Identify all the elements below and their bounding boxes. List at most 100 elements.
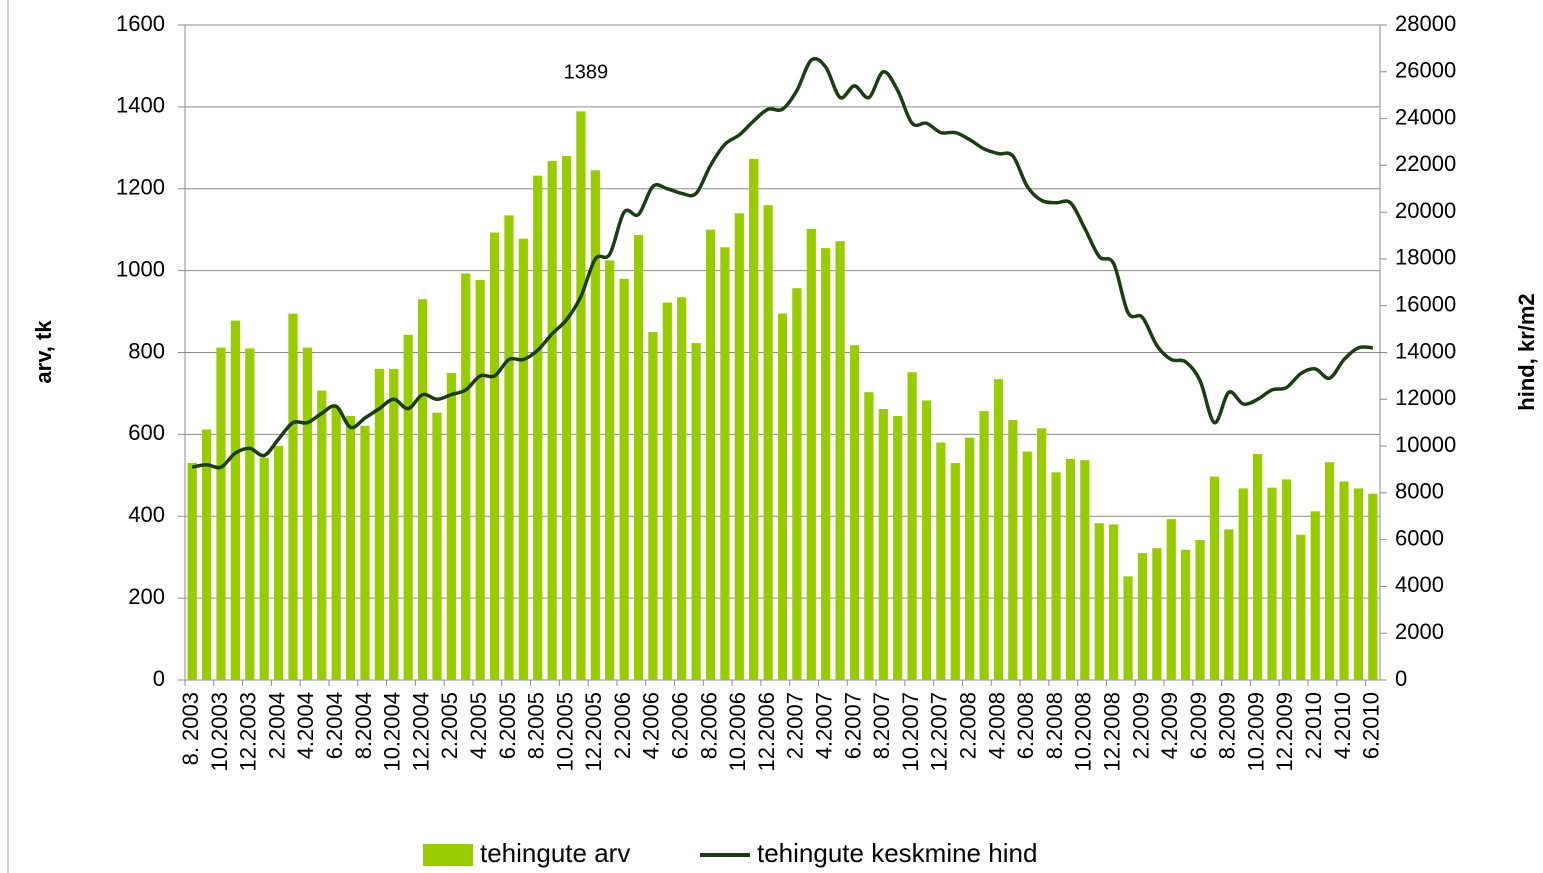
bar [993, 379, 1004, 680]
x-tick-label: 4.2006 [639, 692, 664, 759]
bar [245, 348, 255, 680]
y-axis-title: arv, tk [31, 320, 56, 384]
bar [331, 407, 341, 680]
x-tick-label: 10.2003 [207, 692, 232, 772]
bar [1325, 462, 1335, 680]
x-tick-label: 8.2007 [869, 692, 894, 759]
bar [1094, 523, 1104, 680]
y2-tick-label: 26000 [1395, 58, 1456, 83]
bar [360, 425, 370, 680]
y2-tick-label: 28000 [1395, 11, 1456, 36]
bar [1181, 549, 1191, 680]
bar [691, 343, 701, 680]
x-tick-label: 10.2007 [898, 692, 923, 772]
bar [288, 313, 298, 680]
bar [187, 463, 197, 680]
x-tick-label: 4.2007 [812, 692, 837, 759]
bar [1008, 420, 1018, 680]
x-tick-label: 6.2004 [322, 692, 347, 759]
bar [893, 415, 903, 680]
bar [878, 408, 888, 680]
bar [1339, 481, 1349, 680]
bar [230, 320, 240, 680]
bar [1109, 524, 1119, 680]
bar [749, 158, 759, 681]
x-tick-label: 10.2008 [1071, 692, 1096, 772]
x-tick-label: 8.2005 [524, 692, 549, 759]
x-tick-label: 10.2005 [552, 692, 577, 772]
bar [720, 247, 730, 680]
x-tick-label: 6.2006 [668, 692, 693, 759]
x-tick-label: 12.2008 [1099, 692, 1124, 772]
bar [1209, 476, 1220, 680]
bar [806, 228, 816, 680]
bar [1137, 553, 1148, 680]
bar [936, 442, 946, 680]
bar [1253, 454, 1263, 680]
y2-tick-label: 12000 [1395, 385, 1456, 410]
bar [1296, 534, 1306, 680]
x-tick-label: 4.2005 [466, 692, 491, 759]
bar [216, 347, 226, 680]
bar [648, 332, 658, 680]
bar [403, 334, 413, 680]
bar [461, 273, 471, 680]
bar [504, 215, 514, 680]
bar [1310, 511, 1320, 680]
bar [763, 205, 773, 680]
x-tick-label: 12.2004 [408, 692, 433, 772]
x-tick-label: 12.2009 [1272, 692, 1297, 772]
x-tick-label: 12.2003 [236, 692, 261, 772]
bar [1281, 479, 1292, 680]
bar [201, 429, 212, 680]
bar [489, 232, 500, 680]
bar [1353, 488, 1364, 680]
y-tick-label: 1200 [116, 175, 165, 200]
bar [317, 390, 327, 680]
bar [619, 278, 629, 680]
x-tick-label: 4.2004 [293, 692, 318, 759]
bar [345, 415, 356, 680]
bar [864, 392, 874, 680]
bar [1166, 519, 1176, 680]
bar [259, 457, 269, 680]
bar [374, 368, 384, 680]
y-tick-label: 200 [128, 584, 165, 609]
bar [302, 347, 312, 680]
bar [1051, 472, 1061, 680]
x-tick-label: 12.2007 [927, 692, 952, 772]
bar [849, 345, 860, 680]
bar [1267, 487, 1277, 680]
bar [979, 411, 989, 680]
line [191, 56, 1373, 470]
y-tick-label: 1400 [116, 93, 165, 118]
bar [590, 170, 600, 680]
legend-label: tehingute keskmine hind [757, 838, 1037, 868]
bar [1195, 539, 1205, 680]
bar [1368, 493, 1378, 680]
x-tick-label: 2.2010 [1301, 692, 1326, 759]
bar [1224, 529, 1234, 680]
x-tick-label: 2.2004 [264, 692, 289, 759]
bar [662, 302, 672, 680]
y2-axis-title: hind, kr/m2 [1514, 293, 1539, 410]
legend-swatch [423, 844, 473, 866]
x-tick-label: 2.2005 [437, 692, 462, 759]
x-tick-label: 6.2010 [1359, 692, 1384, 759]
y-tick-label: 600 [128, 420, 165, 445]
bar [921, 400, 932, 680]
bar [389, 368, 399, 680]
bar [792, 288, 802, 680]
bar [633, 235, 644, 680]
bar [705, 229, 716, 680]
x-tick-label: 6.2007 [840, 692, 865, 759]
bar [1080, 460, 1090, 680]
bar [417, 299, 428, 680]
x-tick-label: 4.2008 [984, 692, 1009, 759]
x-tick-label: 8.2006 [696, 692, 721, 759]
x-tick-label: 10.2006 [725, 692, 750, 772]
x-tick-label: 6.2009 [1186, 692, 1211, 759]
data-label: 1389 [564, 61, 609, 83]
bar [547, 160, 557, 681]
